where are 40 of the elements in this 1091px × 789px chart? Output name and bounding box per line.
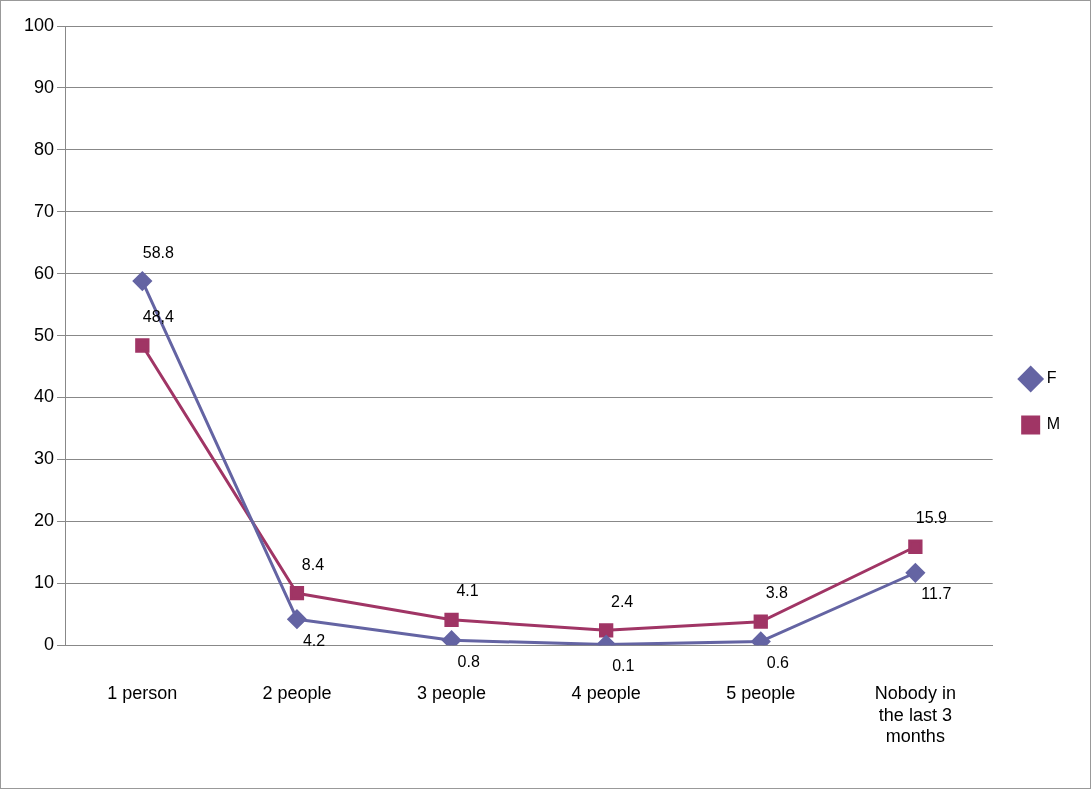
- point: [753, 614, 768, 629]
- y-tick-label: 90: [34, 76, 55, 97]
- point: [905, 563, 925, 583]
- point: [289, 586, 305, 601]
- point: [442, 630, 462, 646]
- legend-label: F: [1046, 369, 1057, 387]
- y-tick-label: 10: [34, 572, 55, 593]
- y-tick-label: 50: [34, 324, 55, 345]
- y-tick-label: 80: [34, 138, 55, 159]
- y-tick-label: 0: [44, 634, 55, 655]
- data-label: 2.4: [611, 592, 634, 610]
- data-label: 0.6: [766, 653, 790, 671]
- data-label: 11.7: [921, 585, 952, 603]
- x-tick-label: 2 people: [262, 682, 332, 703]
- data-label: 4.1: [456, 582, 479, 600]
- data-label: 4.2: [302, 631, 326, 649]
- x-tick-label: 1 person: [107, 682, 178, 703]
- x-tick-label: 3 people: [417, 682, 487, 703]
- point: [444, 612, 459, 627]
- y-tick-label: 40: [34, 386, 55, 407]
- point: [908, 539, 923, 554]
- y-tick-label: 70: [34, 200, 55, 221]
- data-label: 15.9: [915, 509, 948, 527]
- legend-label: M: [1046, 415, 1060, 433]
- data-label: 0.8: [457, 652, 480, 670]
- point: [287, 609, 307, 629]
- point: [599, 623, 614, 638]
- data-label: 0.1: [612, 656, 635, 674]
- data-label: 3.8: [765, 584, 788, 602]
- x-tick-label: 5 people: [726, 682, 796, 703]
- data-label: 8.4: [301, 555, 325, 573]
- y-tick-label: 20: [34, 510, 55, 531]
- point: [135, 338, 150, 353]
- x-tick-label: Nobody in the last 3 months: [874, 682, 956, 747]
- x-tick-label: 4 people: [571, 682, 641, 703]
- y-tick-label: 30: [34, 448, 55, 469]
- data-label: 58.8: [142, 243, 175, 261]
- y-tick-label: 60: [34, 262, 55, 283]
- point: [132, 271, 152, 291]
- y-tick-label: 100: [23, 14, 55, 35]
